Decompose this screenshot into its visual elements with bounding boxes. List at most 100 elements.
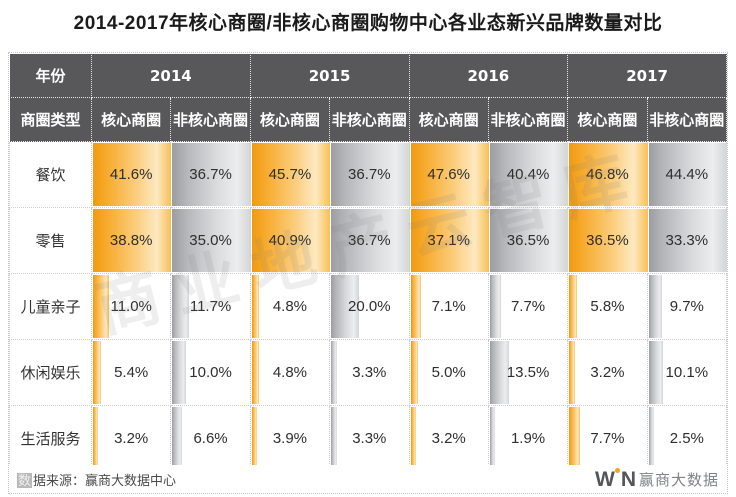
logo-letter-n: N bbox=[620, 468, 636, 491]
noncore-bar bbox=[648, 143, 727, 206]
row-label: 生活服务 bbox=[9, 405, 92, 472]
cell-value: 11.0% bbox=[110, 298, 152, 315]
cell-value: 40.9% bbox=[268, 232, 312, 249]
cell-value: 7.7% bbox=[590, 430, 625, 447]
core-bar bbox=[569, 407, 581, 470]
cell-value: 5.0% bbox=[431, 364, 466, 381]
value-cell: 6.6% bbox=[170, 405, 251, 472]
noncore-bar bbox=[331, 341, 337, 404]
cell-value: 35.0% bbox=[189, 232, 232, 249]
value-cell: 36.7% bbox=[329, 207, 410, 274]
core-bar bbox=[410, 275, 421, 338]
core-bar bbox=[410, 341, 418, 404]
cell-value: 2.5% bbox=[669, 430, 704, 447]
subheader-2017-core: 核心商圈 bbox=[567, 97, 648, 142]
subheader-2017-noncore: 非核心商圈 bbox=[646, 97, 728, 142]
row-label: 休闲娱乐 bbox=[9, 339, 92, 406]
noncore-bar bbox=[172, 275, 189, 338]
cell-value: 33.3% bbox=[665, 232, 709, 249]
corner-type-label: 商圈类型 bbox=[9, 97, 92, 142]
subheader-2016-noncore: 非核心商圈 bbox=[487, 97, 569, 142]
value-cell: 10.0% bbox=[170, 339, 251, 406]
logo-letter-w: W bbox=[594, 468, 615, 491]
cell-value: 3.3% bbox=[352, 364, 387, 381]
value-cell: 41.6% bbox=[90, 141, 172, 208]
value-cell: 3.2% bbox=[90, 405, 172, 472]
cell-value: 1.9% bbox=[510, 430, 546, 447]
value-cell: 4.8% bbox=[249, 273, 331, 340]
cell-value: 46.8% bbox=[586, 166, 629, 183]
value-cell: 40.9% bbox=[249, 207, 331, 274]
cell-value: 10.1% bbox=[665, 364, 709, 381]
value-cell: 36.7% bbox=[170, 141, 251, 208]
year-header-2014: 2014 bbox=[91, 53, 251, 98]
cell-value: 45.7% bbox=[268, 166, 312, 183]
value-cell: 5.0% bbox=[408, 339, 489, 406]
value-cell: 7.1% bbox=[408, 273, 489, 340]
row-label: 零售 bbox=[9, 207, 92, 274]
noncore-bar bbox=[331, 407, 337, 470]
cell-value: 6.6% bbox=[193, 430, 228, 447]
noncore-bar bbox=[489, 209, 569, 272]
core-bar bbox=[569, 143, 648, 206]
value-cell: 3.9% bbox=[249, 405, 331, 472]
data-table: 年份 2014 2015 2016 2017 商圈类型 核心商圈 非核心商圈 核心商圈 非核心商圈… bbox=[9, 53, 728, 472]
subheader-2016-core: 核心商圈 bbox=[408, 97, 489, 142]
value-cell: 5.4% bbox=[90, 339, 172, 406]
noncore-bar bbox=[331, 143, 410, 206]
source-text: 据来源：赢商大数据中心 bbox=[33, 472, 177, 488]
noncore-bar bbox=[172, 143, 251, 206]
value-cell: 1.9% bbox=[487, 405, 569, 472]
cell-value: 7.7% bbox=[510, 298, 546, 315]
table-row: 生活服务 3.2% 6.6% 3.9% 3.3% 3.2% 1.9% 7.7% 2.5% bbox=[9, 405, 728, 472]
value-cell: 2.5% bbox=[646, 405, 728, 472]
cell-value: 40.4% bbox=[506, 166, 550, 183]
value-cell: 9.7% bbox=[646, 273, 728, 340]
cell-value: 3.3% bbox=[352, 430, 387, 447]
row-label: 餐饮 bbox=[9, 141, 92, 208]
year-header-2016: 2016 bbox=[408, 53, 569, 98]
core-bar bbox=[410, 209, 489, 272]
cell-value: 20.0% bbox=[348, 298, 391, 315]
cell-value: 5.4% bbox=[114, 364, 149, 381]
core-bar bbox=[410, 143, 489, 206]
table-body: 餐饮 41.6% 36.7% 45.7% 36.7% 47.6% 40.4% 46.8% 44.… bbox=[9, 141, 728, 472]
brand-name: 赢商大数据 bbox=[638, 471, 719, 489]
corner-year-label: 年份 bbox=[9, 53, 92, 98]
core-bar bbox=[569, 341, 575, 404]
table-row: 休闲娱乐 5.4% 10.0% 4.8% 3.3% 5.0% 13.5% 3.2% 10.1% bbox=[9, 339, 728, 406]
cell-value: 36.7% bbox=[348, 166, 391, 183]
noncore-bar bbox=[331, 275, 360, 338]
noncore-bar bbox=[331, 209, 410, 272]
value-cell: 3.2% bbox=[567, 339, 648, 406]
cell-value: 4.8% bbox=[272, 364, 308, 381]
value-cell: 36.7% bbox=[329, 141, 410, 208]
row-label: 儿童亲子 bbox=[9, 273, 92, 340]
cell-value: 3.9% bbox=[272, 430, 308, 447]
core-bar bbox=[93, 143, 172, 206]
value-cell: 20.0% bbox=[329, 273, 410, 340]
value-cell: 37.1% bbox=[408, 207, 489, 274]
core-bar bbox=[93, 275, 109, 338]
table-board: 年份 2014 2015 2016 2017 商圈类型 核心商圈 非核心商圈 核心商圈 非核心商圈… bbox=[8, 52, 728, 494]
cell-value: 10.0% bbox=[189, 364, 232, 381]
table-header: 年份 2014 2015 2016 2017 商圈类型 核心商圈 非核心商圈 核心商圈 非核心商圈… bbox=[9, 53, 728, 142]
data-source-note: 数据来源：赢商大数据中心 bbox=[17, 470, 176, 489]
value-cell: 36.5% bbox=[487, 207, 569, 274]
noncore-bar bbox=[172, 209, 251, 272]
value-cell: 40.4% bbox=[487, 141, 569, 208]
cell-value: 37.1% bbox=[427, 232, 470, 249]
noncore-bar bbox=[489, 407, 496, 470]
cell-value: 9.7% bbox=[669, 298, 704, 315]
core-bar bbox=[93, 341, 101, 404]
value-cell: 46.8% bbox=[567, 141, 648, 208]
subheader-2014-noncore: 非核心商圈 bbox=[170, 97, 251, 142]
cell-value: 41.6% bbox=[109, 166, 153, 183]
noncore-bar bbox=[489, 341, 509, 404]
subheader-2015-core: 核心商圈 bbox=[249, 97, 331, 142]
value-cell: 35.0% bbox=[170, 207, 251, 274]
core-bar bbox=[410, 407, 416, 470]
